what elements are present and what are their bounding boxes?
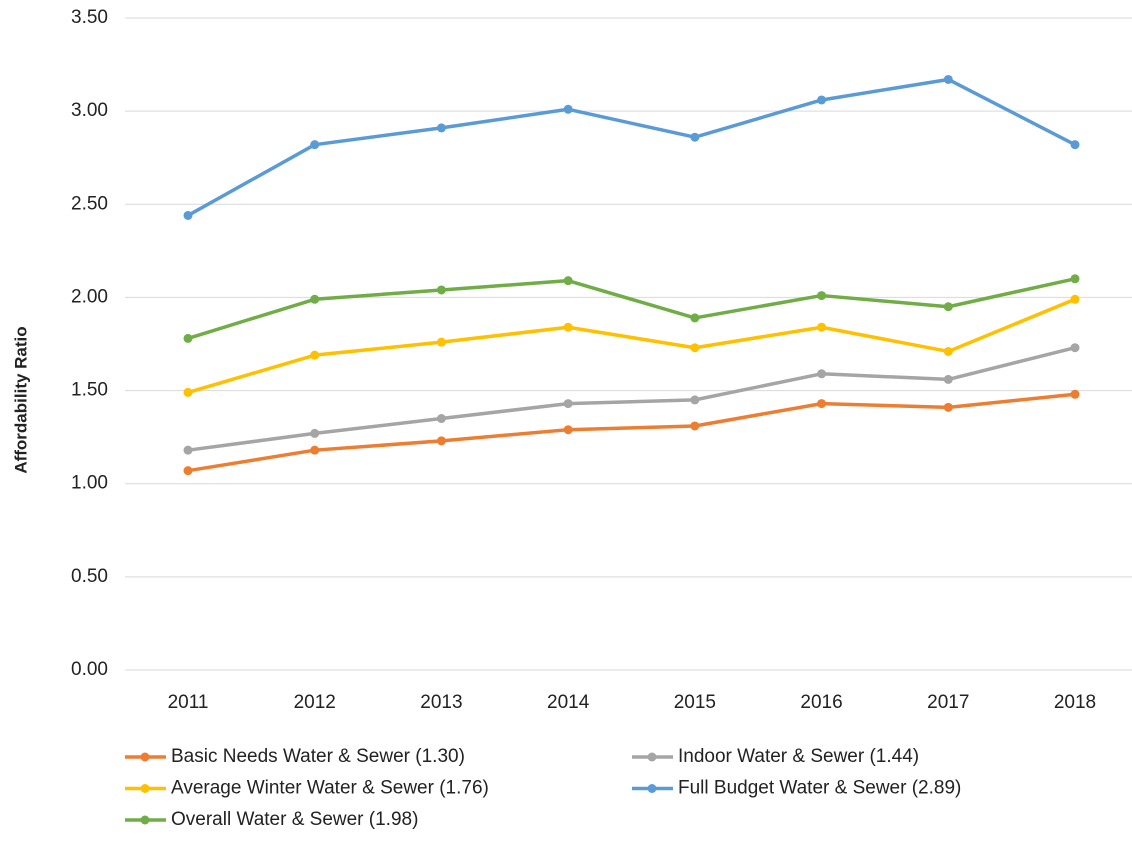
- data-point: [310, 294, 320, 304]
- data-point: [690, 132, 700, 142]
- series-line: [187, 346, 1076, 452]
- data-point: [690, 395, 700, 405]
- legend-label: Full Budget Water & Sewer (2.89): [678, 778, 961, 799]
- data-point: [563, 399, 573, 409]
- data-point: [563, 425, 573, 435]
- x-tick-label: 2014: [547, 692, 590, 713]
- series-line: [187, 77, 1076, 217]
- data-point: [1070, 274, 1080, 284]
- series-line: [187, 277, 1076, 341]
- data-point: [183, 333, 193, 343]
- y-tick-label: 2.50: [71, 193, 108, 214]
- data-point: [436, 436, 446, 446]
- legend-marker: [140, 752, 150, 762]
- data-point: [690, 313, 700, 323]
- data-point: [183, 387, 193, 397]
- y-tick-label: 3.00: [71, 100, 108, 121]
- legend-marker: [140, 815, 150, 825]
- x-tick-label: 2015: [674, 692, 716, 713]
- legend-marker: [647, 784, 657, 793]
- data-point: [817, 369, 827, 379]
- x-tick-label: 2013: [420, 692, 462, 713]
- x-tick-label: 2017: [927, 692, 969, 713]
- data-point: [1070, 294, 1080, 304]
- legend-marker: [647, 752, 657, 762]
- data-point: [1070, 343, 1080, 353]
- data-point: [436, 285, 446, 295]
- data-point: [817, 322, 827, 332]
- x-tick-label: 2018: [1054, 692, 1096, 713]
- data-point: [310, 140, 320, 150]
- data-point: [436, 414, 446, 424]
- legend-label: Indoor Water & Sewer (1.44): [678, 746, 919, 767]
- legend-label: Overall Water & Sewer (1.98): [171, 809, 418, 830]
- data-point: [943, 402, 953, 412]
- x-tick-label: 2012: [294, 692, 336, 713]
- data-point: [943, 374, 953, 384]
- data-point: [183, 210, 193, 220]
- series-line: [187, 392, 1076, 473]
- y-tick-label: 1.50: [71, 380, 108, 401]
- legend-label: Basic Needs Water & Sewer (1.30): [171, 746, 465, 767]
- y-tick-label: 3.50: [71, 7, 108, 28]
- x-tick-label: 2016: [800, 692, 842, 713]
- data-point: [310, 350, 320, 360]
- data-point: [310, 428, 320, 438]
- data-point: [563, 322, 573, 332]
- data-point: [943, 74, 953, 84]
- data-point: [183, 466, 193, 476]
- data-point: [817, 95, 827, 105]
- data-point: [943, 346, 953, 356]
- data-point: [690, 421, 700, 431]
- y-tick-label: 1.00: [71, 473, 108, 494]
- data-point: [183, 445, 193, 455]
- x-tick-label: 2011: [168, 692, 209, 713]
- data-point: [1070, 140, 1080, 150]
- data-point: [436, 123, 446, 133]
- data-point: [563, 276, 573, 286]
- data-point: [817, 291, 827, 301]
- data-point: [1070, 389, 1080, 399]
- data-point: [563, 104, 573, 114]
- data-point: [817, 399, 827, 409]
- legend-label: Average Winter Water & Sewer (1.76): [171, 778, 489, 799]
- y-tick-label: 0.50: [71, 566, 108, 587]
- legend-marker: [140, 784, 150, 793]
- y-axis-label: Affordability Ratio: [11, 326, 30, 473]
- data-point: [436, 337, 446, 347]
- y-tick-label: 0.00: [71, 659, 108, 680]
- data-point: [690, 343, 700, 353]
- data-point: [943, 302, 953, 312]
- series-line: [187, 297, 1076, 395]
- y-tick-label: 2.00: [71, 286, 108, 307]
- data-point: [310, 445, 320, 455]
